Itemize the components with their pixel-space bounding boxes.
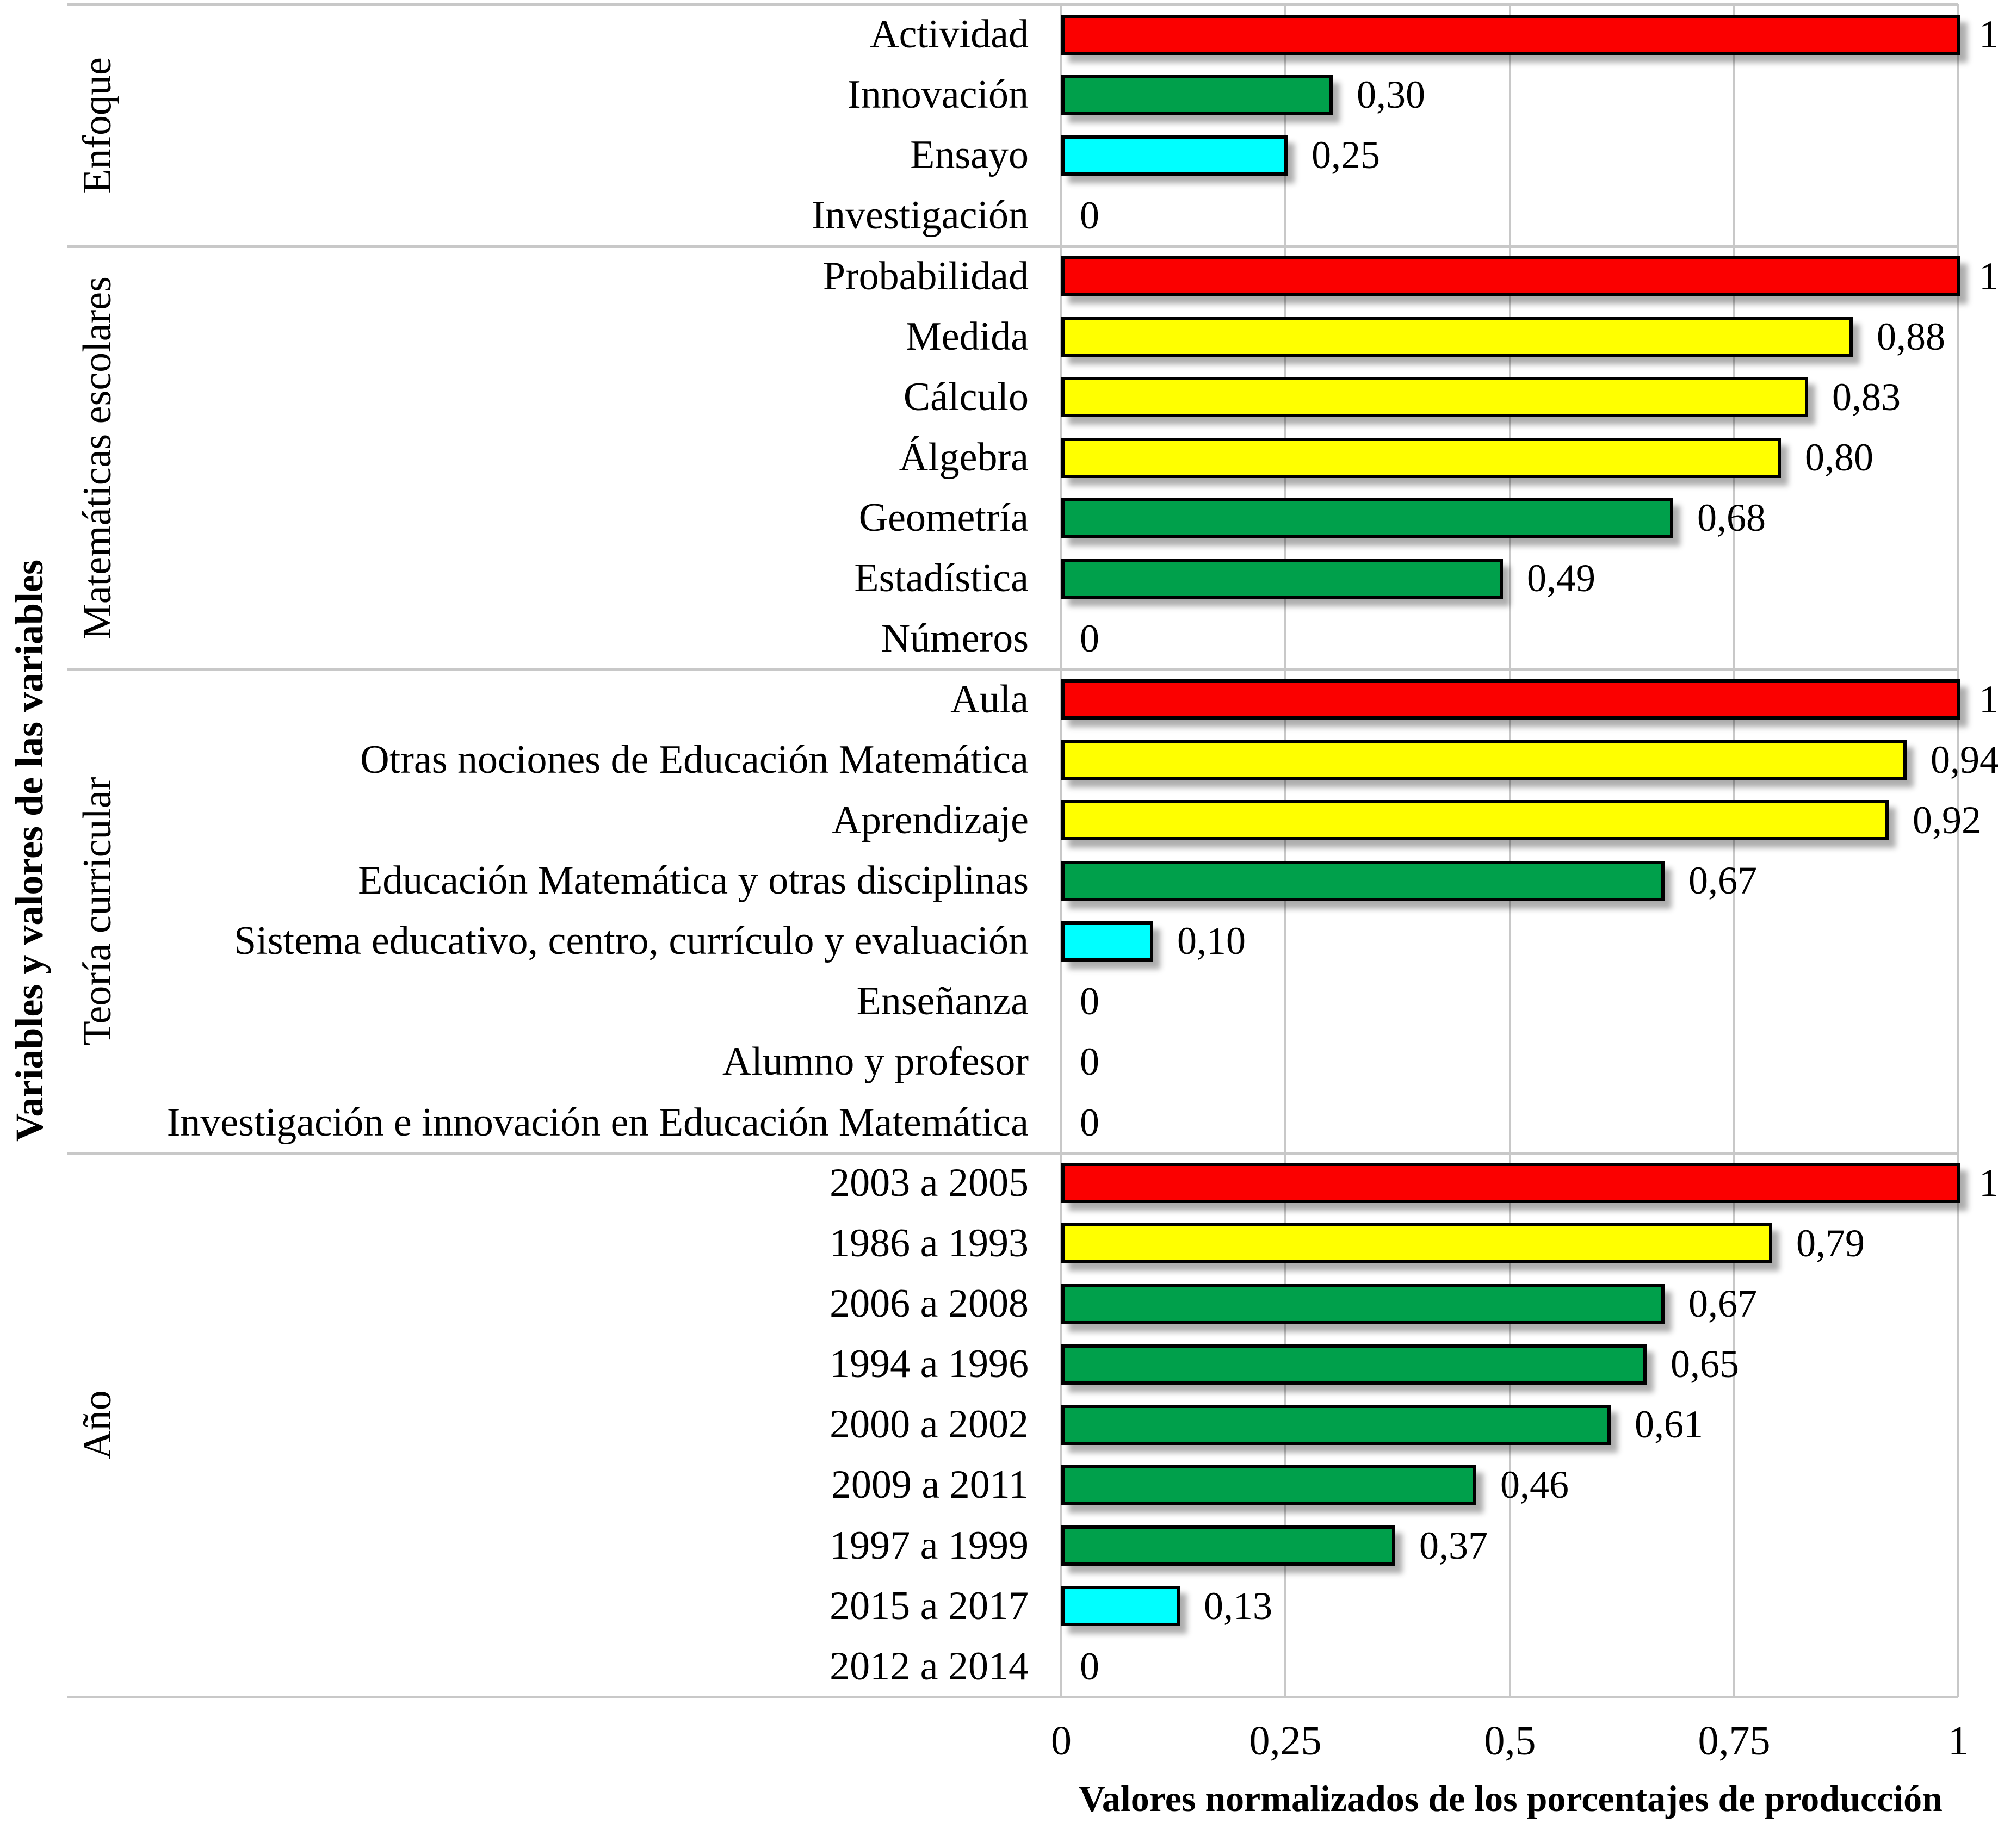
value-label: 0: [1080, 979, 1099, 1023]
category-label: Álgebra: [899, 435, 1029, 480]
chart-top-border: [67, 3, 1958, 6]
value-label: 0: [1080, 1101, 1099, 1144]
category-label: 2000 a 2002: [830, 1402, 1029, 1447]
x-tick-label: 0,5: [1484, 1718, 1536, 1764]
value-label: 0,10: [1177, 919, 1246, 963]
gridline: [1733, 4, 1735, 1697]
category-label: 2003 a 2005: [830, 1161, 1029, 1205]
bar: [1061, 921, 1153, 962]
category-label: Cálculo: [903, 375, 1029, 419]
value-label: 0,79: [1796, 1221, 1865, 1265]
bar: [1061, 1344, 1647, 1385]
category-label: Medida: [905, 314, 1029, 359]
value-label: 0,80: [1805, 436, 1873, 479]
value-label: 1: [1979, 13, 1998, 56]
value-label: 0,37: [1419, 1524, 1488, 1567]
value-label: 0,67: [1688, 1282, 1757, 1325]
bar: [1061, 15, 1960, 55]
bar: [1061, 135, 1288, 176]
bar: [1061, 1284, 1665, 1324]
value-label: 0,30: [1357, 73, 1425, 116]
gridline: [1509, 4, 1511, 1697]
category-label: Innovación: [848, 72, 1029, 117]
group-separator: [67, 1152, 1958, 1155]
value-label: 0: [1080, 1040, 1099, 1083]
category-label: 2006 a 2008: [830, 1281, 1029, 1326]
value-label: 0,83: [1832, 375, 1901, 419]
value-label: 0,25: [1312, 133, 1380, 177]
category-label: Investigación: [812, 193, 1029, 238]
value-label: 0: [1080, 1645, 1099, 1688]
group-separator: [67, 668, 1958, 671]
bar: [1061, 498, 1673, 538]
value-label: 1: [1979, 1161, 1998, 1205]
value-label: 0,65: [1671, 1342, 1739, 1386]
category-label: 2012 a 2014: [830, 1644, 1029, 1689]
bar: [1061, 1223, 1772, 1263]
x-axis-title: Valores normalizados de los porcentajes …: [1079, 1778, 1943, 1819]
category-label: Ensayo: [910, 133, 1029, 177]
x-tick-label: 0,25: [1249, 1718, 1322, 1764]
category-label: 1997 a 1999: [830, 1523, 1029, 1568]
category-label: Sistema educativo, centro, currículo y e…: [234, 919, 1029, 963]
bar: [1061, 317, 1853, 357]
bar: [1061, 1465, 1476, 1505]
category-label: Otras nociones de Educación Matemática: [360, 737, 1029, 782]
x-tick-label: 0: [1051, 1718, 1072, 1764]
category-label: Actividad: [870, 12, 1029, 57]
bar: [1061, 1163, 1960, 1203]
category-label: Aula: [950, 677, 1029, 722]
value-label: 0,49: [1527, 556, 1595, 600]
value-label: 0,46: [1500, 1463, 1569, 1506]
gridline: [1284, 4, 1286, 1697]
bar: [1061, 1405, 1611, 1445]
bar: [1061, 438, 1781, 478]
category-label: Estadística: [854, 556, 1029, 600]
bar: [1061, 740, 1907, 780]
category-label: 1994 a 1996: [830, 1342, 1029, 1386]
value-label: 0,68: [1697, 496, 1766, 539]
category-label: Números: [881, 616, 1029, 661]
bar: [1061, 256, 1960, 296]
group-separator: [67, 245, 1958, 248]
category-label: Alumno y profesor: [722, 1039, 1029, 1084]
value-label: 0,67: [1688, 859, 1757, 902]
x-tick-label: 1: [1948, 1718, 1969, 1764]
category-label: Geometría: [858, 495, 1029, 540]
bar: [1061, 75, 1333, 115]
bar: [1061, 1525, 1395, 1566]
category-label: Probabilidad: [822, 254, 1029, 299]
category-label: Investigación e innovación en Educación …: [166, 1100, 1029, 1145]
bar: [1061, 377, 1808, 417]
bar: [1061, 1586, 1180, 1626]
bar: [1061, 559, 1503, 599]
category-label: 2015 a 2017: [830, 1584, 1029, 1628]
plot-left-border: [1060, 4, 1062, 1697]
category-label: Aprendizaje: [832, 798, 1029, 842]
value-label: 0: [1080, 617, 1099, 660]
category-label: Educación Matemática y otras disciplinas: [358, 858, 1029, 903]
value-label: 0,61: [1635, 1403, 1703, 1446]
category-label: 2009 a 2011: [831, 1462, 1029, 1507]
value-label: 0,94: [1931, 738, 1998, 782]
value-label: 0,13: [1204, 1584, 1272, 1628]
value-label: 0,88: [1877, 315, 1945, 358]
value-label: 1: [1979, 678, 1998, 721]
value-label: 1: [1979, 255, 1998, 298]
x-axis-line: [67, 1696, 1958, 1698]
category-label: Enseñanza: [856, 979, 1029, 1024]
plot-right-border: [1957, 4, 1959, 1697]
value-label: 0: [1080, 194, 1099, 237]
x-tick-label: 0,75: [1698, 1718, 1771, 1764]
bar: [1061, 800, 1889, 840]
category-label: 1986 a 1993: [830, 1221, 1029, 1266]
bar: [1061, 679, 1960, 720]
bar: [1061, 861, 1665, 901]
y-axis-title: Variables y valores de las variables: [8, 560, 51, 1142]
value-label: 0,92: [1913, 798, 1981, 842]
